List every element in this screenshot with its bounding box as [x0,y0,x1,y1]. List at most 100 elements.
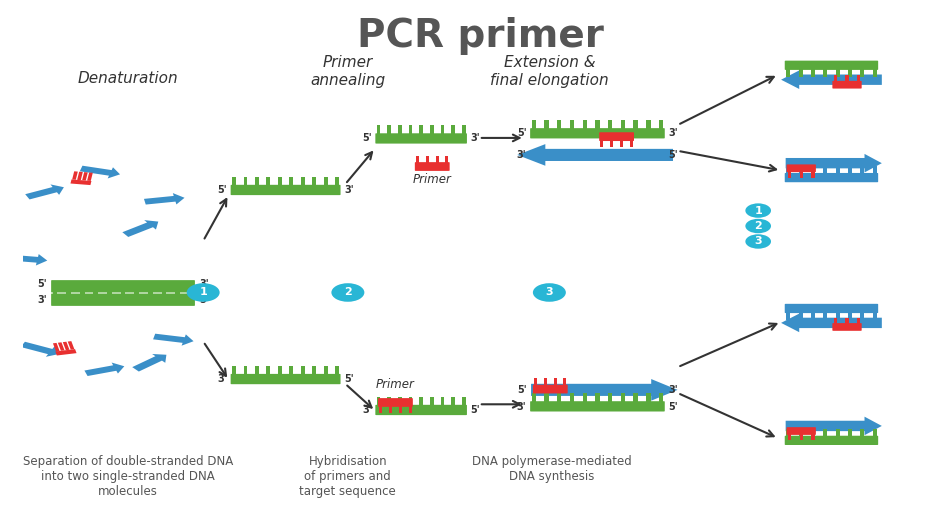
FancyBboxPatch shape [832,323,862,331]
Bar [380,406,383,413]
Text: 5': 5' [344,374,353,384]
Bar [409,125,413,134]
Bar [58,342,65,351]
Circle shape [745,204,771,218]
Text: Primer: Primer [376,379,415,392]
Bar [80,292,85,302]
Bar [848,429,852,436]
Bar [583,120,587,128]
Bar [563,378,567,385]
Bar [601,140,603,148]
Bar [446,156,448,163]
Text: 1: 1 [199,287,207,297]
Text: 3': 3' [199,279,209,289]
Bar [848,166,852,174]
Bar [630,140,633,148]
Bar [836,69,839,77]
Bar [312,177,316,185]
Text: Denaturation: Denaturation [78,71,179,87]
Bar [786,312,791,320]
Bar [107,284,112,294]
Bar [266,177,271,185]
Text: 1: 1 [754,206,762,215]
Bar [189,292,194,302]
Bar [419,397,423,405]
Bar [441,125,445,134]
Text: 3': 3' [517,402,526,412]
Bar [68,341,74,350]
Polygon shape [144,193,184,205]
Bar [72,171,78,180]
Bar [389,406,392,413]
FancyBboxPatch shape [785,304,878,313]
Bar [451,125,455,134]
Bar [462,397,465,405]
Polygon shape [531,379,678,401]
Text: 5': 5' [199,295,209,305]
Bar [786,429,791,436]
Bar [426,156,429,163]
Bar [659,120,664,128]
Bar [301,366,305,375]
Bar [134,284,139,294]
Bar [55,349,76,355]
Bar [786,69,791,77]
Bar [608,120,612,128]
Bar [66,284,70,294]
Bar [857,75,860,81]
Bar [53,284,57,294]
Bar [811,171,815,178]
Circle shape [745,219,771,233]
FancyBboxPatch shape [415,162,449,171]
Bar [134,292,139,302]
Bar [290,366,293,375]
Bar [834,75,837,81]
Bar [441,397,445,405]
Bar [243,177,247,185]
Bar [634,393,638,402]
Bar [872,166,877,174]
Bar [646,120,650,128]
Bar [848,69,852,77]
Bar [66,292,70,302]
Bar [189,284,194,294]
Bar [534,378,537,385]
Bar [570,120,574,128]
Bar [860,69,865,77]
Bar [175,284,180,294]
Bar [557,393,561,402]
Bar [430,397,433,405]
Bar [312,366,316,375]
Text: Primer: Primer [413,173,452,186]
Circle shape [332,283,365,302]
Bar [659,393,664,402]
Bar [232,177,236,185]
Text: DNA polymerase-mediated
DNA synthesis: DNA polymerase-mediated DNA synthesis [472,455,632,483]
Bar [419,125,423,134]
Text: 5': 5' [668,150,678,160]
Bar [620,393,625,402]
Polygon shape [153,334,194,346]
FancyBboxPatch shape [530,128,665,138]
Bar [610,140,613,148]
Bar [620,140,623,148]
Bar [836,166,839,174]
Bar [451,397,455,405]
Bar [798,166,803,174]
Text: 5': 5' [517,385,526,395]
Bar [811,69,815,77]
FancyBboxPatch shape [533,385,568,394]
Bar [811,435,815,440]
Bar [336,177,339,185]
Bar [634,120,638,128]
Bar [398,397,401,405]
Bar [53,343,59,351]
Bar [532,393,536,402]
Bar [860,166,865,174]
Bar [532,120,536,128]
Bar [836,429,839,436]
Bar [544,378,547,385]
Bar [544,120,549,128]
FancyBboxPatch shape [599,132,634,141]
FancyBboxPatch shape [230,374,340,384]
